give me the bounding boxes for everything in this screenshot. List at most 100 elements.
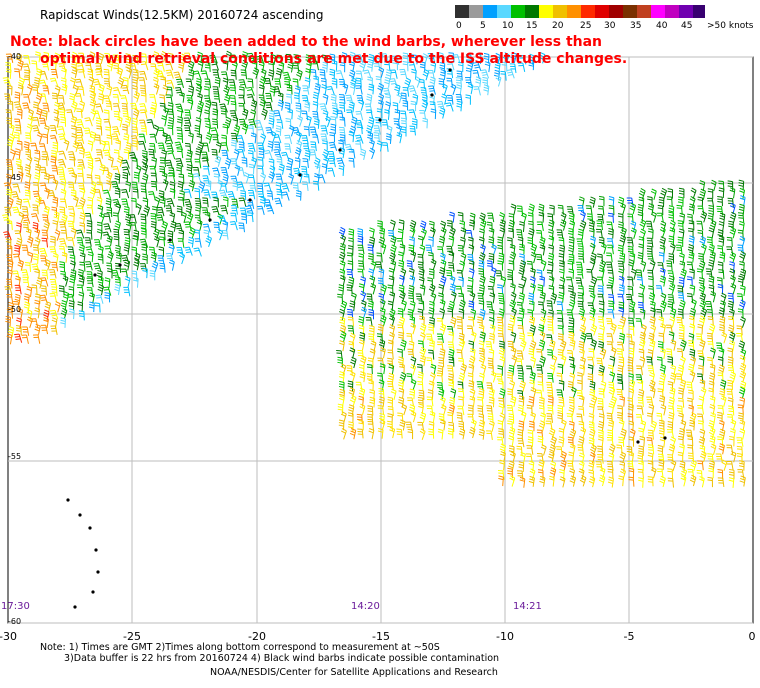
wind-barb	[570, 386, 577, 399]
wind-barb	[392, 59, 398, 71]
wind-barb	[58, 245, 66, 256]
wind-barb	[51, 92, 58, 103]
wind-barb	[377, 220, 383, 231]
wind-barb	[517, 437, 525, 448]
wind-barb	[264, 77, 272, 88]
wind-barb	[707, 212, 714, 224]
wind-barb	[53, 52, 60, 64]
wind-barb	[301, 95, 309, 105]
wind-barb	[319, 69, 326, 80]
wind-barb	[477, 396, 484, 407]
wind-barb	[139, 103, 148, 113]
wind-barb	[61, 67, 67, 79]
wind-barb	[51, 286, 58, 297]
wind-barb	[112, 212, 119, 223]
wind-barb	[247, 189, 256, 200]
wind-barb	[151, 205, 158, 217]
wind-barb	[132, 277, 139, 288]
wind-barb	[596, 276, 604, 287]
wind-barb	[647, 412, 653, 423]
wind-barb	[209, 54, 218, 64]
wind-barb	[304, 101, 311, 112]
wind-barb	[668, 282, 676, 295]
wind-barb	[638, 338, 646, 351]
wind-barb	[158, 236, 166, 247]
wind-barb	[508, 364, 515, 376]
wind-barb	[17, 59, 24, 71]
wind-barb	[88, 301, 95, 313]
wind-barb	[577, 253, 585, 264]
wind-barb	[15, 158, 22, 169]
wind-barb	[338, 284, 345, 295]
wind-barb	[286, 84, 293, 95]
wind-barb	[87, 251, 94, 263]
wind-barb	[696, 469, 703, 480]
wind-barb	[696, 268, 703, 279]
wind-barb	[7, 100, 14, 111]
wind-barb	[177, 132, 184, 144]
wind-barb	[607, 364, 614, 376]
wind-barb	[129, 62, 138, 73]
wind-barb	[169, 188, 176, 199]
wind-barb	[650, 466, 657, 479]
wind-barb	[659, 226, 666, 239]
wind-barb	[89, 98, 96, 111]
wind-barb	[610, 322, 617, 335]
wind-barb	[448, 356, 455, 367]
wind-barb	[312, 91, 319, 103]
wind-barb	[202, 197, 209, 208]
wind-barb	[241, 213, 248, 224]
wind-barb	[126, 67, 133, 79]
wind-barb	[597, 316, 605, 327]
wind-barb	[231, 139, 237, 151]
wind-barb	[689, 323, 696, 335]
wind-barb	[517, 404, 524, 416]
contamination-circle	[93, 273, 97, 277]
wind-barb	[281, 151, 290, 162]
wind-barb	[382, 142, 389, 152]
wind-barb	[697, 460, 704, 471]
wind-barb	[688, 203, 695, 215]
wind-barb	[159, 165, 166, 177]
wind-barb	[657, 262, 665, 272]
wind-barb	[331, 77, 338, 89]
wind-barb	[387, 339, 394, 351]
wind-barb	[648, 275, 654, 287]
wind-barb	[447, 411, 453, 423]
wind-barb	[204, 86, 210, 97]
wind-barb	[495, 75, 502, 87]
wind-barb	[539, 475, 546, 487]
wind-barb	[76, 108, 83, 119]
wind-barb	[310, 69, 317, 79]
wind-barb	[339, 101, 346, 113]
wind-barb	[76, 62, 85, 72]
wind-barb	[34, 51, 41, 63]
wind-barb	[49, 77, 59, 87]
wind-barb	[410, 322, 417, 335]
wind-barb	[268, 117, 275, 129]
wind-barb	[98, 83, 105, 96]
wind-barb	[727, 180, 734, 191]
wind-barb	[409, 125, 416, 136]
wind-barb	[499, 227, 506, 239]
wind-barb	[656, 212, 664, 223]
wind-barb	[699, 450, 707, 463]
wind-barb	[389, 291, 396, 303]
wind-barb	[707, 356, 713, 368]
wind-barb	[688, 251, 695, 263]
wind-barb	[486, 430, 493, 441]
wind-barb	[537, 469, 544, 480]
wind-barb	[306, 60, 312, 73]
wind-barb	[67, 167, 76, 177]
wind-barb	[411, 54, 418, 65]
wind-barb	[238, 222, 245, 233]
contamination-circle	[96, 570, 100, 574]
wind-barb	[669, 242, 676, 255]
wind-barb	[696, 373, 704, 384]
wind-barb	[437, 428, 444, 440]
wind-barb	[114, 283, 121, 295]
wind-barb	[78, 310, 85, 321]
wind-barb	[202, 165, 210, 176]
wind-barb	[12, 183, 21, 193]
wind-barb	[686, 429, 693, 440]
